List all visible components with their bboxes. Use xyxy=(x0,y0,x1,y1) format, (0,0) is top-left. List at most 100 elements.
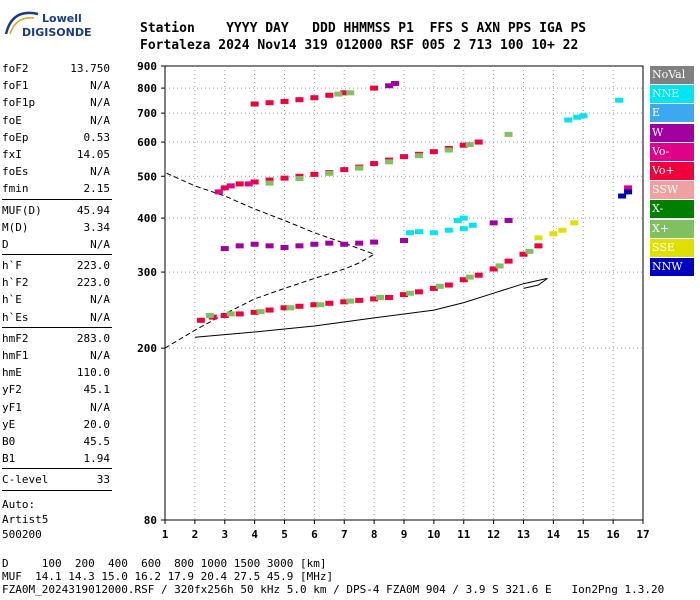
echo-point-vo xyxy=(280,305,289,311)
echo-point-w xyxy=(310,241,319,247)
x-tick-label: 15 xyxy=(577,528,590,541)
x-tick-label: 7 xyxy=(341,528,348,541)
echo-point-nne xyxy=(405,230,414,236)
echo-point-vo xyxy=(534,243,543,249)
echo-point-vo xyxy=(504,258,513,264)
echo-point-x xyxy=(405,290,414,296)
footer-distance-row: D 100 200 400 600 800 1000 1500 3000 [km… xyxy=(2,557,327,570)
echo-point-nne xyxy=(429,230,438,236)
polarization-legend: NoVal NNE E W Vo- Vo+ SSW X- X+ SSE NNW xyxy=(650,66,694,277)
echo-point-vo xyxy=(235,181,244,187)
param-label: MUF(D) xyxy=(2,203,42,217)
echo-point-vo xyxy=(385,294,394,300)
echo-point-vo xyxy=(370,161,379,167)
x-tick-label: 2 xyxy=(192,528,199,541)
echo-point-x xyxy=(316,302,325,308)
echo-point-sse xyxy=(549,231,558,237)
logo-swoosh-icon xyxy=(4,11,39,35)
echo-point-nnw xyxy=(618,193,627,199)
echo-point-vo xyxy=(250,309,259,315)
param-value: N/A xyxy=(90,310,110,324)
echo-point-w xyxy=(280,244,289,250)
echo-point-vo xyxy=(474,272,483,278)
echo-point-sse xyxy=(570,220,579,226)
echo-point-vo xyxy=(280,175,289,181)
echo-point-x xyxy=(346,298,355,304)
param-label: M(D) xyxy=(2,220,29,234)
echo-point-w xyxy=(489,220,498,226)
legend-entry-ssw: SSW xyxy=(650,181,694,200)
echo-point-x xyxy=(355,165,364,171)
param-separator xyxy=(2,489,112,491)
echo-point-w xyxy=(504,217,513,223)
param-value: N/A xyxy=(90,96,110,110)
echo-point-x xyxy=(334,91,343,97)
param-value: 45.94 xyxy=(76,203,110,217)
param-label: fxI xyxy=(2,147,22,161)
echo-point-w xyxy=(250,241,259,247)
echo-point-nne xyxy=(573,114,582,120)
param-row: h`E N/A xyxy=(2,291,112,308)
x-tick-label: 1 xyxy=(162,528,169,541)
echo-point-x xyxy=(226,311,235,317)
param-row: hmF1 N/A xyxy=(2,347,112,364)
x-tick-label: 9 xyxy=(401,528,408,541)
param-row: fmin 2.15 xyxy=(2,180,112,197)
echo-point-vo xyxy=(459,277,468,283)
echo-point-vo xyxy=(400,154,408,160)
autoscale-info: Auto: Artist5 500200 xyxy=(2,497,112,542)
y-tick-label: 200 xyxy=(137,342,157,355)
legend-entry-vo: Vo- xyxy=(650,142,694,161)
echo-point-vo xyxy=(444,282,453,288)
echo-point-vo xyxy=(370,296,379,302)
param-value: N/A xyxy=(90,237,110,251)
param-value: 14.05 xyxy=(76,147,110,161)
x-tick-label: 12 xyxy=(487,528,500,541)
echo-point-nne xyxy=(453,217,462,223)
echo-point-vo xyxy=(325,300,334,306)
echo-point-vo xyxy=(340,299,349,305)
echo-point-w xyxy=(235,243,244,249)
param-value: 223.0 xyxy=(76,276,110,290)
echo-point-vo xyxy=(325,92,334,98)
echo-point-vo xyxy=(280,98,289,104)
station-header: Station YYYY DAY DDD HHMMSS P1 FFS S AXN… xyxy=(140,20,586,54)
echo-point-vo xyxy=(295,303,304,309)
echo-point-nne xyxy=(615,97,624,103)
legend-entry-sse: SSE xyxy=(650,238,694,257)
param-row: yE 20.0 xyxy=(2,416,112,433)
echo-point-vo xyxy=(474,139,483,145)
x-tick-label: 10 xyxy=(427,528,440,541)
param-label: h`Es xyxy=(2,310,29,324)
echo-point-nne xyxy=(444,227,453,233)
echo-point-x xyxy=(346,90,355,96)
x-tick-label: 8 xyxy=(371,528,378,541)
echo-point-w xyxy=(295,243,304,249)
echo-point-vo xyxy=(370,85,379,91)
echo-point-sse xyxy=(534,235,543,241)
y-tick-label: 700 xyxy=(137,107,157,120)
echo-point-vo xyxy=(414,289,423,295)
y-tick-label: 600 xyxy=(137,136,157,149)
echo-point-w xyxy=(391,80,400,86)
echo-point-nne xyxy=(459,226,468,232)
echo-point-x xyxy=(286,305,295,311)
legend-entry-w: W xyxy=(650,123,694,142)
param-value: 13.750 xyxy=(70,62,110,75)
param-row: foF2 13.750 xyxy=(2,60,112,77)
param-label: h`F2 xyxy=(2,276,29,290)
param-label: foF1p xyxy=(2,96,36,110)
param-value: 45.5 xyxy=(83,434,111,448)
param-label: yE xyxy=(2,417,16,431)
echo-point-x xyxy=(444,147,453,153)
y-tick-label: 900 xyxy=(137,60,157,73)
param-value: 283.0 xyxy=(76,331,110,345)
legend-entry-x: X- xyxy=(650,200,694,219)
param-value: 110.0 xyxy=(76,366,110,380)
echo-point-w xyxy=(400,237,408,243)
echo-point-vo xyxy=(624,185,633,191)
param-separator xyxy=(2,198,112,200)
param-separator xyxy=(2,254,112,256)
echo-point-vo xyxy=(400,292,408,298)
echo-point-w xyxy=(385,83,394,89)
